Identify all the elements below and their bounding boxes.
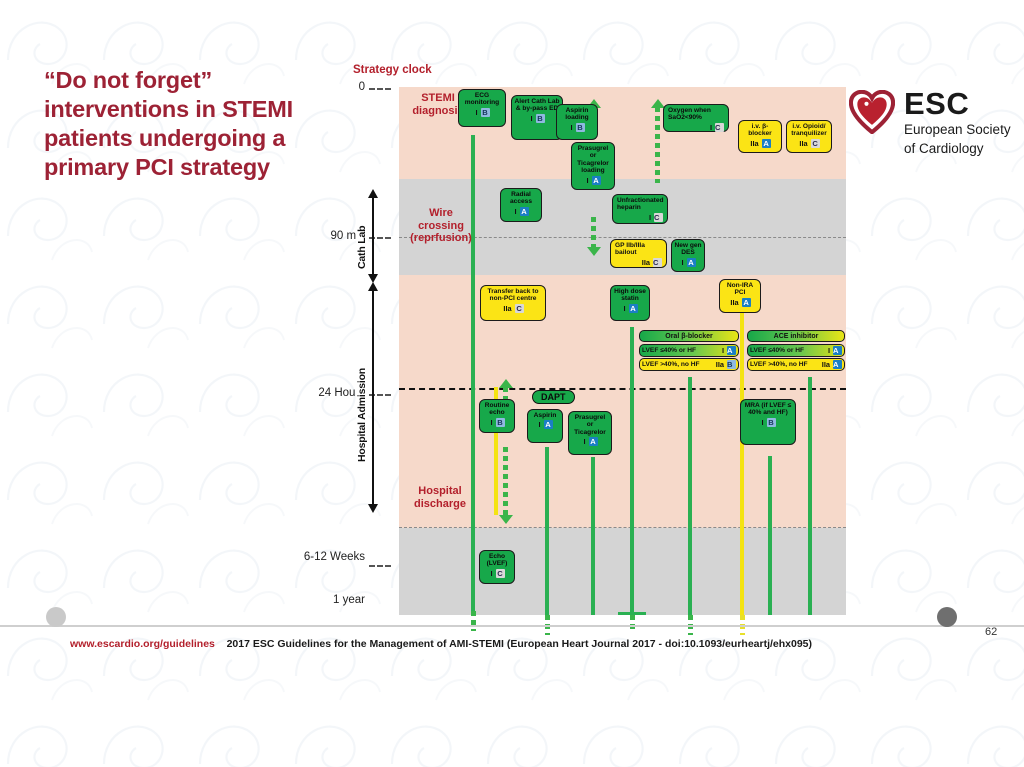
- esc-logo: ESC European Society of Cardiology: [849, 88, 1011, 157]
- connector-oral-bb: [688, 377, 692, 615]
- tick-dash-0: [369, 88, 391, 90]
- connector-routine-echo-up: [503, 387, 508, 401]
- box-gp-iibiiia-bailout[interactable]: GP IIb/IIIa bailout IIa C: [610, 239, 667, 268]
- ace-inhibitor-row-2[interactable]: LVEF >40%, no HF IIa A: [747, 358, 845, 371]
- footer-citation: 2017 ESC Guidelines for the Management o…: [226, 638, 813, 650]
- separator-wire-crossing: [399, 237, 846, 238]
- connector-dapt-prasugrel: [591, 457, 595, 615]
- time-tick-6-12weeks: 6-12 Weeks: [303, 551, 365, 563]
- logo-subtitle-1: European Society: [904, 122, 1011, 137]
- connector-routine-echo-down: [503, 447, 508, 517]
- connector-prasugrel-downarrow: [587, 247, 601, 256]
- connector-statin: [630, 327, 634, 615]
- time-tick-0: 0: [358, 81, 365, 93]
- phase-stemi-diagnosis: STEMI diagnosis: [412, 92, 464, 117]
- box-iv-opioid[interactable]: i.v. Opioid/ tranquilizer IIa C: [786, 120, 832, 153]
- page-title: “Do not forget” interventions in STEMI p…: [44, 67, 293, 180]
- footer-dot-left: [46, 607, 66, 627]
- oral-beta-blocker-row-1[interactable]: LVEF ≤40% or HF I A: [639, 343, 739, 357]
- time-tick-1year: 1 year: [333, 594, 365, 606]
- connector-prasugrel-down: [591, 217, 596, 249]
- page-number: 62: [985, 626, 998, 638]
- time-axis: 0 90 min 24 Hours 6-12 Weeks 1 year Cath…: [304, 81, 399, 615]
- ace-inhibitor-row-1[interactable]: LVEF ≤40% or HF I A: [747, 343, 845, 357]
- strategy-clock-label: Strategy clock: [353, 64, 432, 76]
- dapt-label: DAPT: [532, 390, 575, 404]
- connector-routine-echo-uparrow: [499, 379, 513, 388]
- time-tick-24h: 24 Hours: [318, 387, 365, 399]
- connector-mra: [768, 456, 772, 615]
- footer-divider: [0, 625, 1024, 627]
- connector-routine-echo-yellow: [494, 387, 498, 515]
- connector-prasugrel-uparrow: [587, 99, 601, 108]
- tick-dash-weeks: [369, 565, 391, 567]
- connector-ace: [808, 377, 812, 615]
- connector-statin-foot: [618, 612, 646, 615]
- footer-dot-right: [937, 607, 957, 627]
- footer-url[interactable]: www.escardio.org/guidelines: [70, 638, 215, 650]
- box-non-ira-pci[interactable]: Non-IRA PCI IIa A: [719, 279, 761, 313]
- footer: www.escardio.org/guidelines 2017 ESC Gui…: [70, 638, 812, 650]
- hospital-admission-bracket-label: Hospital Admission: [356, 334, 368, 464]
- ace-inhibitor-header: ACE inhibitor: [747, 330, 845, 342]
- cath-lab-bracket-label: Cath Lab: [356, 205, 368, 271]
- stack-ace-inhibitor[interactable]: ACE inhibitor LVEF ≤40% or HF I A LVEF >…: [747, 330, 845, 371]
- connector-ecg-dots: [471, 611, 476, 631]
- connector-heparin: [655, 107, 660, 183]
- connector-statin-dots: [630, 615, 635, 631]
- stack-oral-beta-blocker[interactable]: Oral β-blocker LVEF ≤40% or HF I A LVEF …: [639, 330, 739, 371]
- band-followup: [399, 528, 846, 615]
- box-iv-beta-blocker[interactable]: i.v. β-blocker IIa A: [738, 120, 782, 153]
- box-transfer-back[interactable]: Transfer back to non-PCI centre IIa C: [480, 285, 546, 321]
- phase-hospital-discharge: Hospital discharge: [414, 485, 466, 510]
- oral-beta-blocker-header: Oral β-blocker: [639, 330, 739, 342]
- stemi-strategy-diagram: STEMI diagnosis Wire crossing (reprfusio…: [399, 87, 846, 635]
- tick-dash-24h: [369, 394, 391, 396]
- heart-logo-icon: [849, 90, 895, 134]
- connector-non-ira: [740, 283, 744, 615]
- separator-24-hours: [399, 388, 846, 390]
- connector-dapt-aspirin: [545, 447, 549, 615]
- connector-heparin-uparrow: [651, 99, 665, 108]
- connector-routine-echo-downarrow: [499, 515, 513, 524]
- hospital-admission-bracket: [368, 282, 378, 513]
- tick-dash-90min: [369, 237, 391, 239]
- separator-discharge: [399, 527, 846, 528]
- phase-wire-crossing: Wire crossing (reprfusion): [410, 207, 472, 244]
- oral-beta-blocker-row-2[interactable]: LVEF >40%, no HF IIa B: [639, 358, 739, 371]
- logo-title: ESC: [904, 86, 970, 121]
- connector-ecg: [471, 135, 475, 615]
- logo-subtitle-2: of Cardiology: [904, 141, 984, 156]
- cath-lab-bracket: [368, 189, 378, 283]
